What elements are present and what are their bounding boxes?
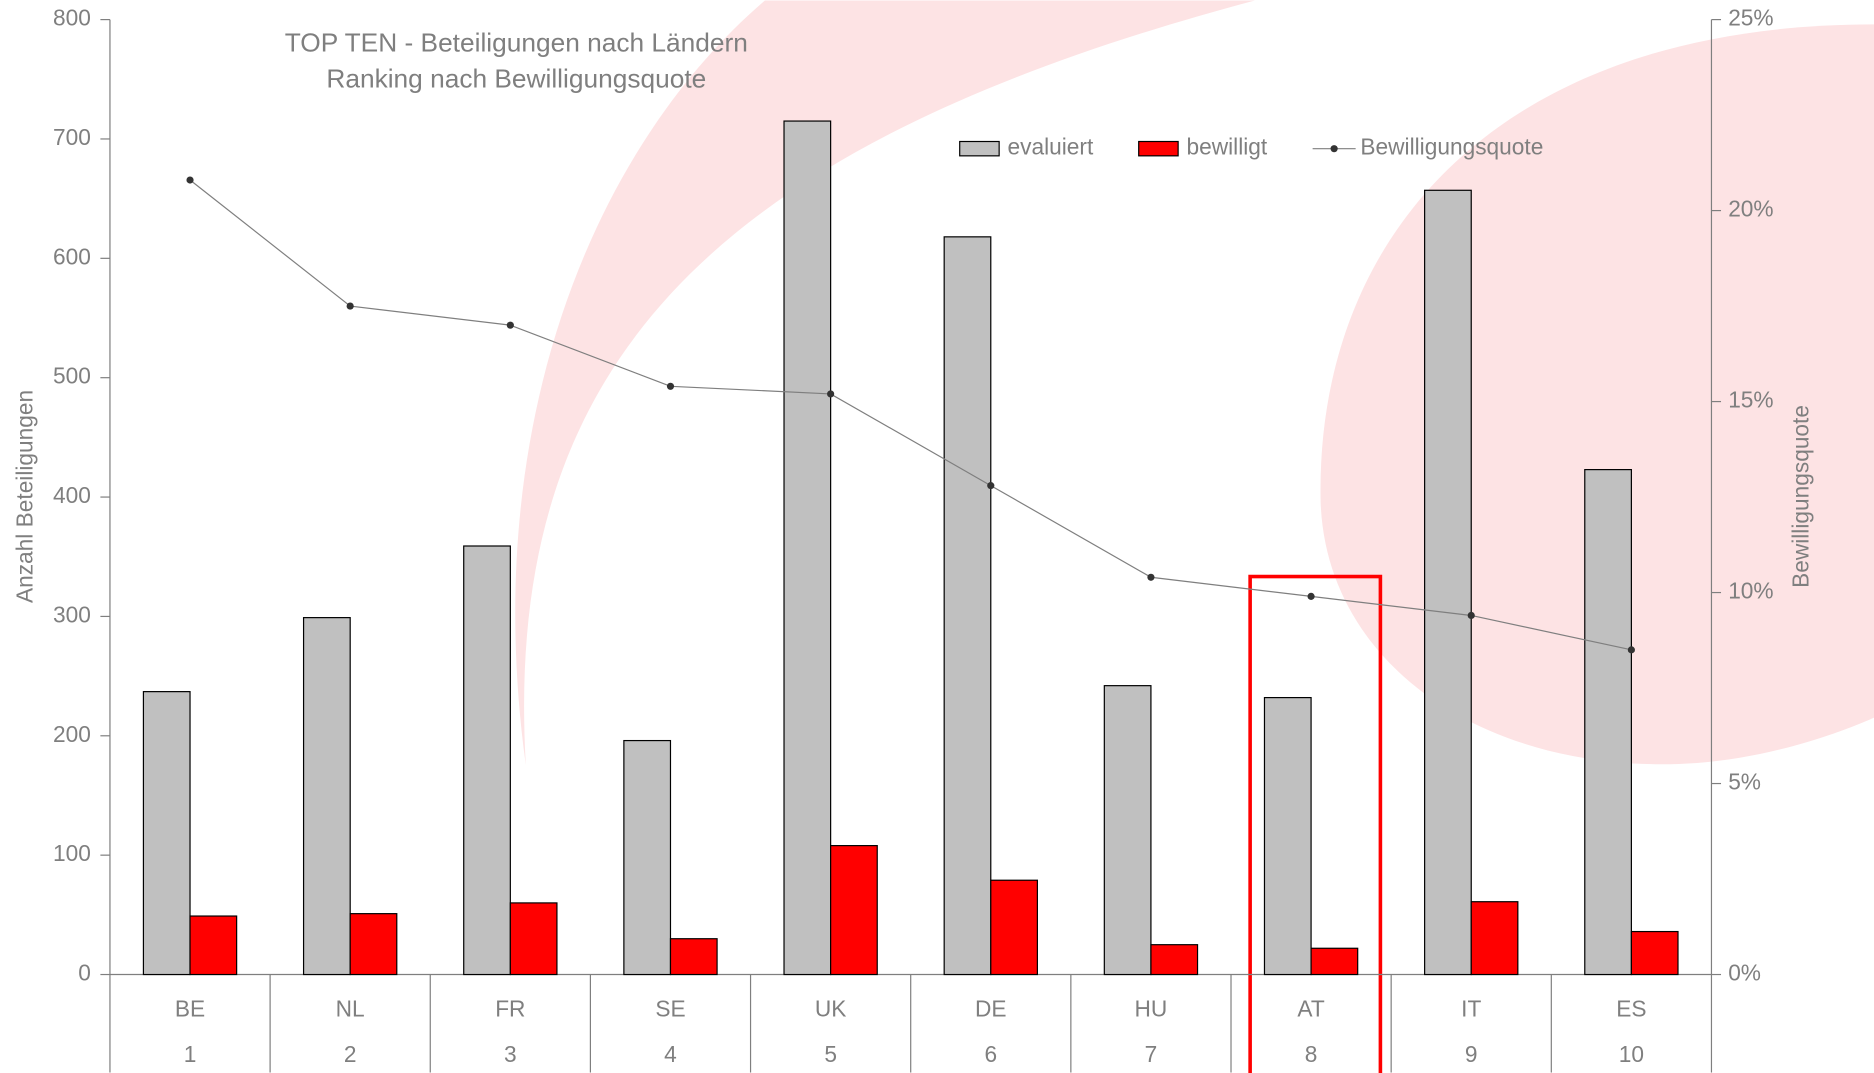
rank-label: 6 [984, 1041, 997, 1067]
bar [464, 546, 511, 975]
line-point [507, 322, 514, 329]
chart-title: TOP TEN - Beteiligungen nach Ländern [285, 28, 748, 58]
bar [1311, 948, 1358, 974]
rank-label: 10 [1619, 1041, 1644, 1067]
rank-label: 2 [344, 1041, 357, 1067]
x-tick-label: IT [1461, 995, 1481, 1021]
line-point [1147, 574, 1154, 581]
y-tick-label: 600 [53, 243, 91, 269]
y-tick-label: 800 [53, 5, 91, 31]
y2-tick-label: 20% [1728, 196, 1773, 222]
rank-label: 1 [184, 1041, 197, 1067]
y-tick-label: 100 [53, 840, 91, 866]
legend-label: bewilligt [1187, 134, 1268, 160]
rank-label: 8 [1305, 1041, 1318, 1067]
bar [991, 880, 1038, 974]
bar [670, 939, 717, 975]
bar [1631, 932, 1678, 975]
bar [1585, 470, 1632, 975]
bar [1425, 190, 1472, 974]
y2-tick-label: 15% [1728, 387, 1773, 413]
legend-swatch [1139, 142, 1178, 156]
y-tick-label: 300 [53, 601, 91, 627]
legend-label: evaluiert [1008, 134, 1094, 160]
rank-label: 9 [1465, 1041, 1478, 1067]
x-tick-label: HU [1135, 995, 1168, 1021]
x-tick-label: ES [1616, 995, 1646, 1021]
bar [304, 618, 351, 975]
bar [190, 916, 237, 974]
y-tick-label: 700 [53, 124, 91, 150]
legend-swatch [960, 142, 999, 156]
bar [831, 846, 878, 975]
rank-label: 4 [664, 1041, 677, 1067]
rank-label: 5 [824, 1041, 837, 1067]
bar [1471, 902, 1518, 975]
x-tick-label: NL [336, 995, 365, 1021]
y-tick-label: 400 [53, 482, 91, 508]
line-point [827, 390, 834, 397]
chart: TOP TEN - Beteiligungen nach Ländern Ran… [0, 0, 1874, 1073]
line-point [1307, 593, 1314, 600]
line-point [667, 383, 674, 390]
bar [944, 237, 991, 975]
line-point [186, 176, 193, 183]
background-swoosh [515, 0, 1255, 765]
x-tick-label: DE [975, 995, 1007, 1021]
y-tick-label: 200 [53, 721, 91, 747]
line-point [347, 302, 354, 309]
bar [350, 914, 397, 975]
x-tick-label: FR [495, 995, 525, 1021]
page: {"chart_data": {"type": "bar-line", "tit… [0, 0, 1874, 1073]
y-tick-label: 500 [53, 363, 91, 389]
bar [143, 692, 190, 975]
bar [1264, 698, 1311, 975]
chart-subtitle: Ranking nach Bewilligungsquote [326, 63, 706, 93]
x-tick-label: SE [655, 995, 685, 1021]
x-tick-label: AT [1297, 995, 1324, 1021]
rank-label: 7 [1145, 1041, 1158, 1067]
y2-tick-label: 5% [1728, 769, 1761, 795]
line-point [1628, 646, 1635, 653]
bar [784, 121, 831, 974]
bar [510, 903, 557, 975]
bar [1151, 945, 1198, 975]
legend-label: Bewilligungsquote [1360, 134, 1543, 160]
x-tick-label: UK [815, 995, 847, 1021]
line-point [987, 482, 994, 489]
y2-tick-label: 10% [1728, 578, 1773, 604]
bar [624, 741, 671, 975]
y-tick-label: 0 [78, 960, 91, 986]
y-axis-title: Anzahl Beteiligungen [11, 390, 37, 603]
bar [1104, 686, 1151, 975]
y2-axis-title: Bewilligungsquote [1787, 405, 1813, 588]
y2-tick-label: 25% [1728, 5, 1773, 31]
x-tick-label: BE [175, 995, 205, 1021]
y2-tick-label: 0% [1728, 960, 1761, 986]
legend-swatch [1331, 145, 1338, 152]
rank-label: 3 [504, 1041, 517, 1067]
line-point [1468, 612, 1475, 619]
